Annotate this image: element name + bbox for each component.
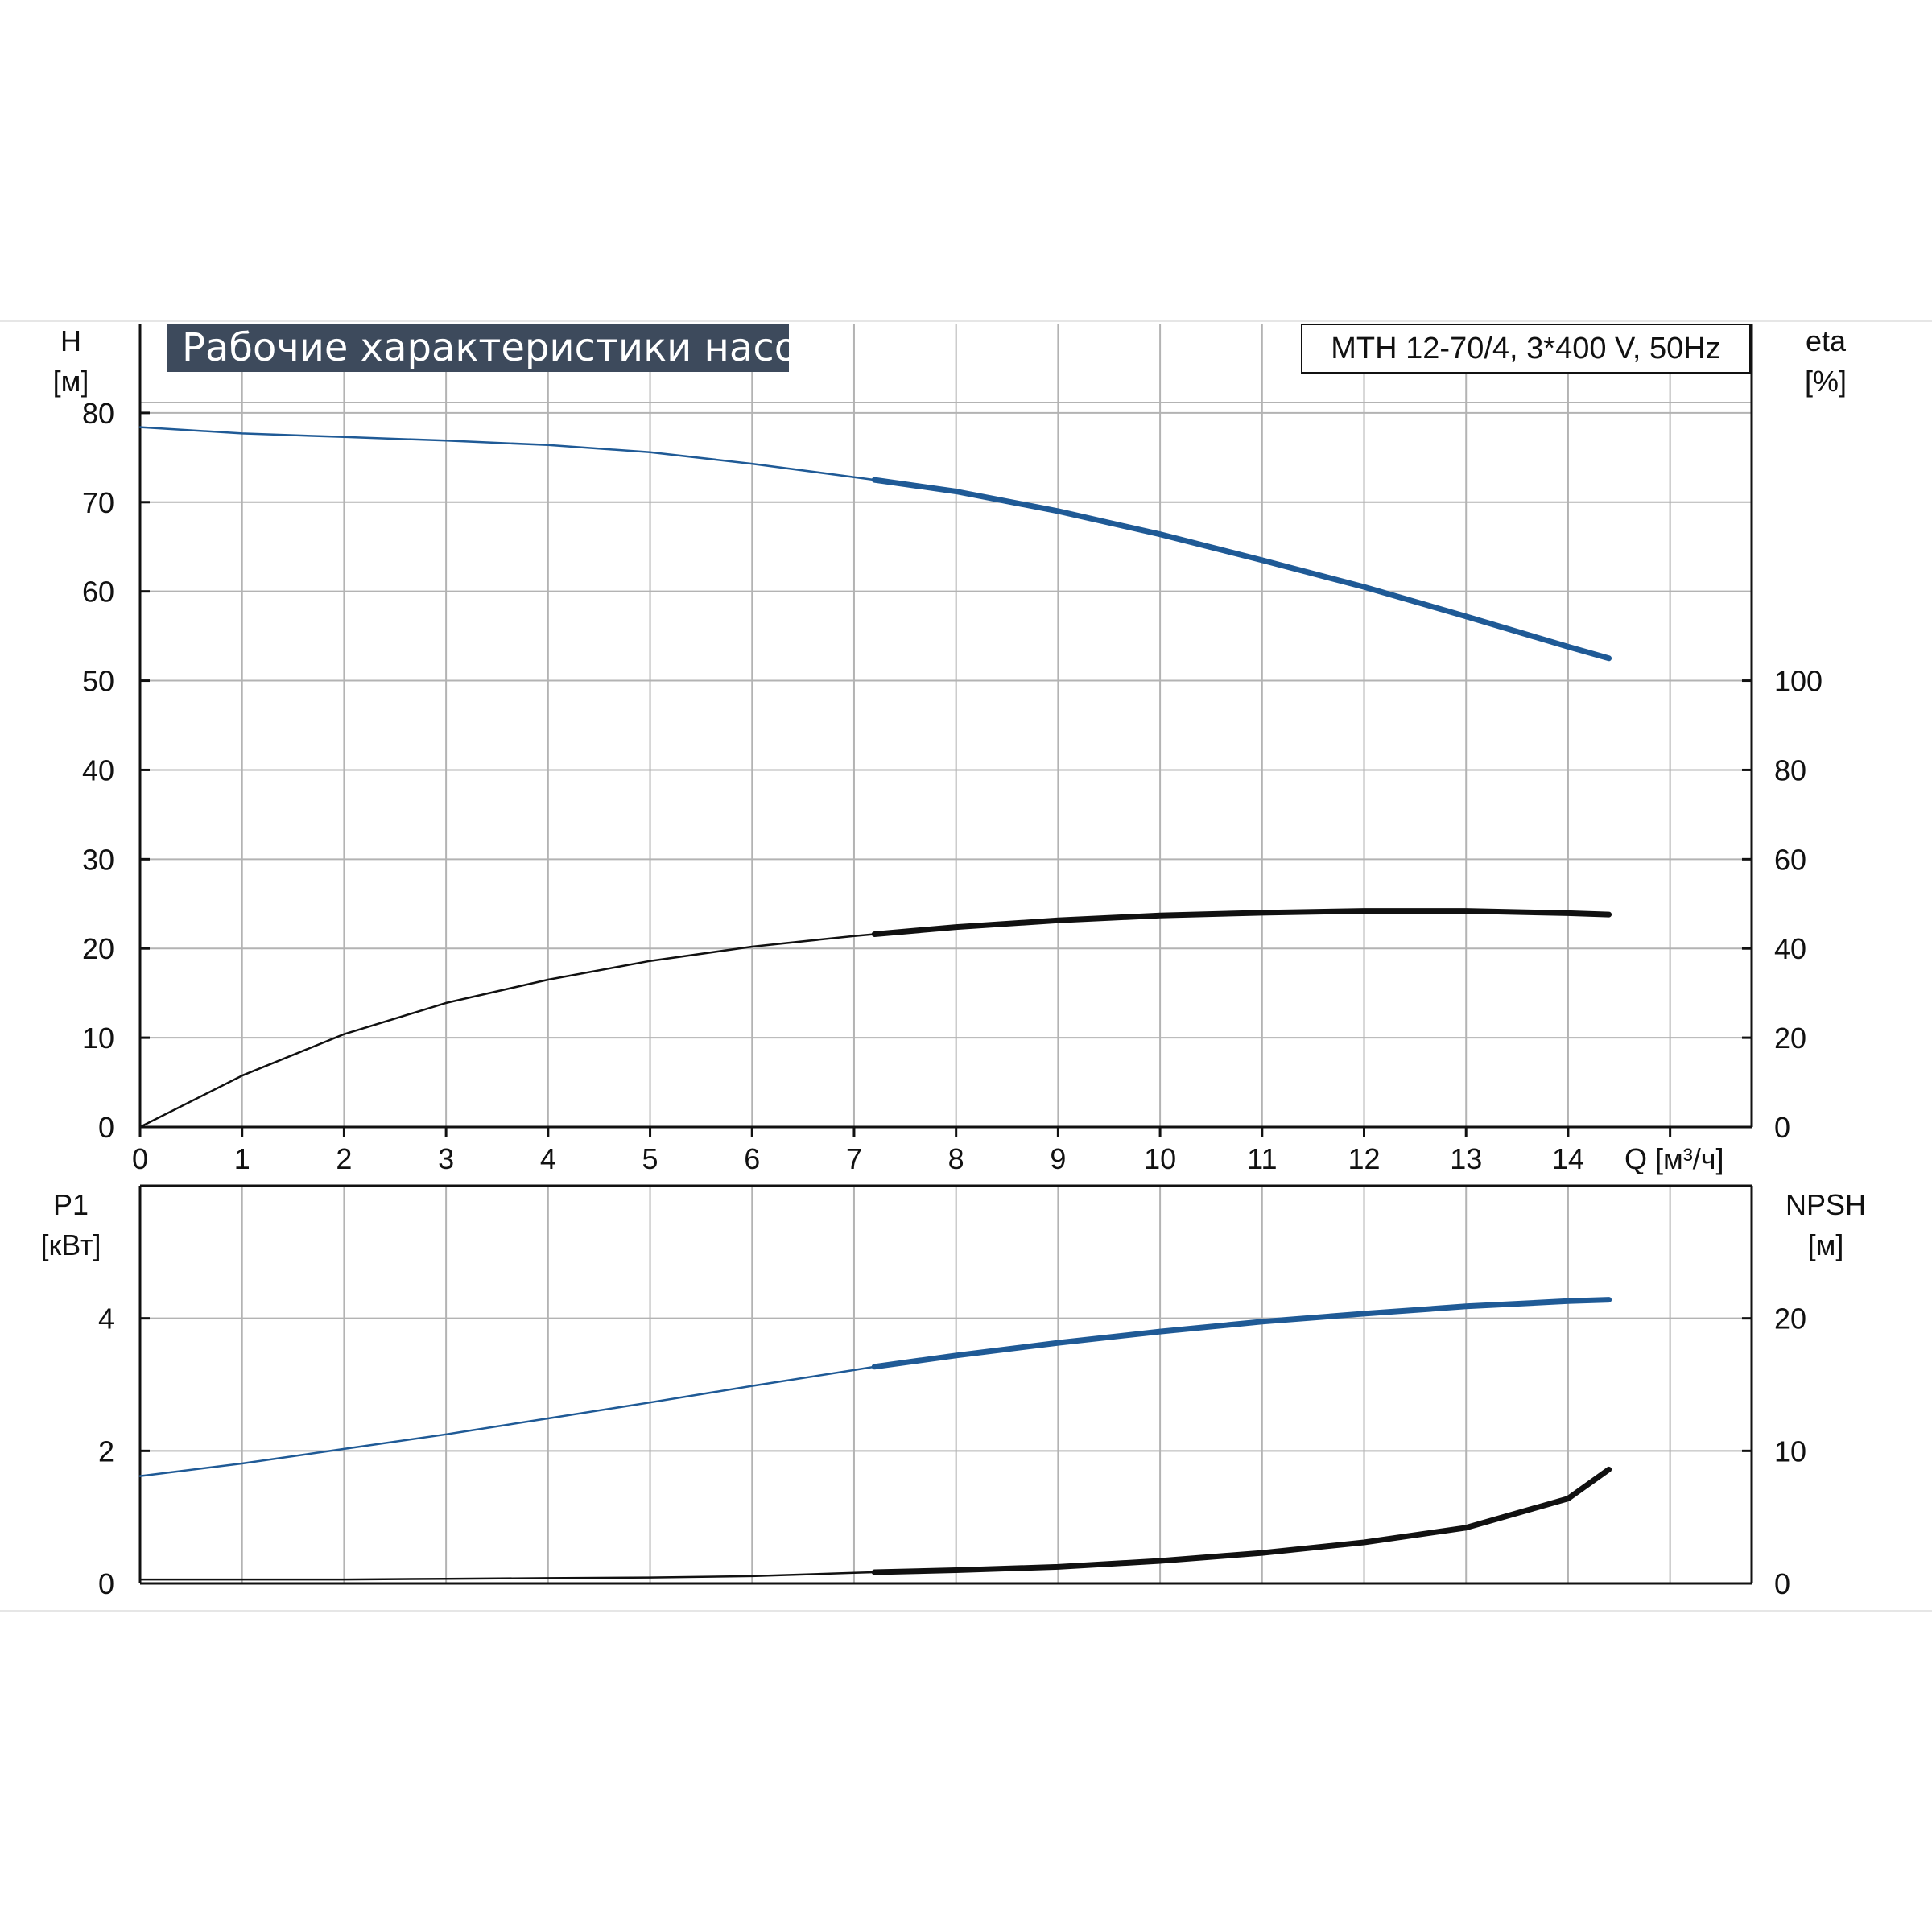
x-tick-label: 6 xyxy=(744,1142,760,1175)
chart-title-banner: Рабочие характеристики насоса xyxy=(167,324,843,372)
left-axis-unit: [кВт] xyxy=(40,1228,101,1261)
right-axis-unit: [%] xyxy=(1805,365,1847,398)
series-curve-bold-1-0 xyxy=(871,1297,1612,1370)
right-tick-label: 0 xyxy=(1774,1567,1790,1600)
x-tick-label: 4 xyxy=(540,1142,556,1175)
pump-model-label: MTH 12-70/4, 3*400 V, 50Hz xyxy=(1301,324,1751,374)
left-tick-label: 40 xyxy=(82,753,114,786)
left-axis-unit: [м] xyxy=(53,365,89,398)
x-tick-label: 9 xyxy=(1050,1142,1066,1175)
right-tick-label: 10 xyxy=(1774,1435,1806,1468)
right-tick-label: 80 xyxy=(1774,753,1806,786)
right-axis-title: eta xyxy=(1806,324,1847,357)
left-tick-label: 0 xyxy=(98,1111,114,1144)
left-tick-label: 60 xyxy=(82,576,114,609)
right-tick-label: 20 xyxy=(1774,1022,1806,1055)
x-tick-label: 14 xyxy=(1552,1142,1584,1175)
right-tick-label: 60 xyxy=(1774,843,1806,876)
left-tick-label: 30 xyxy=(82,843,114,876)
right-tick-label: 0 xyxy=(1774,1111,1790,1144)
series-curve-bold-0-0 xyxy=(871,477,1612,662)
left-axis-title: P1 xyxy=(53,1188,89,1221)
series-curve-thin-0-1 xyxy=(138,933,876,1129)
bottom-band-line xyxy=(0,1610,1932,1612)
left-tick-label: 70 xyxy=(82,486,114,519)
left-tick-label: 50 xyxy=(82,665,114,698)
right-tick-label: 100 xyxy=(1774,665,1823,698)
x-tick-label: 12 xyxy=(1348,1142,1380,1175)
left-tick-label: 2 xyxy=(98,1435,114,1468)
left-tick-label: 20 xyxy=(82,932,114,965)
left-tick-label: 4 xyxy=(98,1302,114,1335)
x-tick-label: 7 xyxy=(846,1142,862,1175)
x-tick-label: 0 xyxy=(132,1142,148,1175)
x-tick-label: 8 xyxy=(948,1142,964,1175)
right-tick-label: 40 xyxy=(1774,932,1806,965)
x-tick-label: 2 xyxy=(336,1142,352,1175)
right-axis-title: NPSH xyxy=(1785,1188,1866,1221)
left-tick-label: 0 xyxy=(98,1567,114,1600)
x-tick-label: 13 xyxy=(1450,1142,1482,1175)
series-curve-thin-1-0 xyxy=(138,1365,876,1477)
series-curve-thin-0-0 xyxy=(138,426,876,481)
series-curve-bold-0-1 xyxy=(871,908,1612,937)
right-axis-unit: [м] xyxy=(1808,1228,1844,1261)
x-tick-label: 10 xyxy=(1144,1142,1176,1175)
left-axis-title: H xyxy=(60,324,81,357)
top-band-line xyxy=(0,320,1932,322)
left-tick-label: 10 xyxy=(82,1022,114,1055)
x-tick-label: 11 xyxy=(1247,1142,1277,1175)
series-curve-bold-1-1 xyxy=(871,1466,1612,1575)
x-tick-label: 3 xyxy=(438,1142,454,1175)
right-tick-label: 20 xyxy=(1774,1302,1806,1335)
left-tick-label: 80 xyxy=(82,397,114,430)
series-curve-thin-1-1 xyxy=(138,1571,876,1581)
x-tick-label: 5 xyxy=(642,1142,658,1175)
x-tick-label: 1 xyxy=(234,1142,250,1175)
x-axis-label: Q [м³/ч] xyxy=(1624,1142,1724,1175)
